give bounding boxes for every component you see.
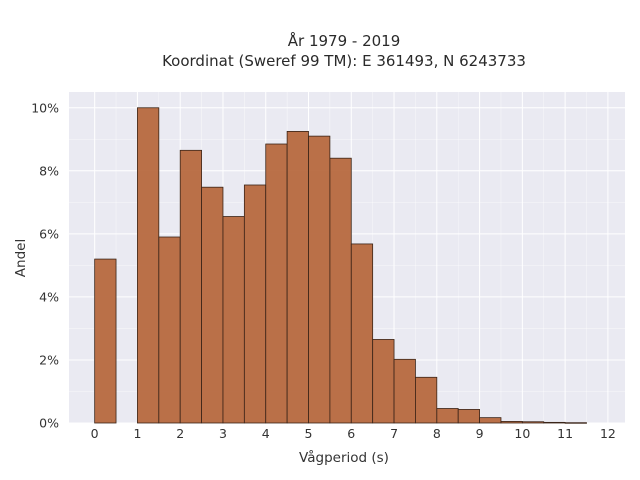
histogram-bar-8 [286,131,309,424]
y-tick-label-4: 8% [39,163,59,178]
chart-title-line-2: Koordinat (Sweref 99 TM): E 361493, N 62… [162,52,526,70]
x-tick-label-7: 7 [390,426,398,441]
histogram-bar-16 [457,409,480,424]
x-tick-label-5: 5 [305,426,313,441]
histogram-bar-0 [94,258,117,424]
histogram-bar-9 [308,135,331,424]
y-tick-label-1: 2% [39,352,59,367]
x-tick-label-10: 10 [514,426,530,441]
x-tick-label-9: 9 [476,426,484,441]
histogram-bar-10 [329,157,352,424]
x-tick-label-6: 6 [347,426,355,441]
y-tick-label-2: 4% [39,289,59,304]
x-tick-label-2: 2 [176,426,184,441]
histogram-bar-11 [350,243,374,424]
x-tick-label-8: 8 [433,426,441,441]
histogram-bar-19 [521,421,545,424]
chart-title-line-1: År 1979 - 2019 [288,31,401,50]
histogram-bar-17 [479,417,502,424]
y-tick-label-5: 10% [31,100,59,115]
bars [94,107,587,424]
histogram-bar-18 [500,421,523,424]
histogram-bar-15 [436,408,459,424]
histogram-bar-4 [201,186,224,424]
histogram-bar-21 [564,422,587,424]
histogram-bar-3 [179,149,202,424]
x-tick-label-3: 3 [219,426,227,441]
y-tick-label-0: 0% [39,416,59,431]
histogram-bar-14 [415,376,438,424]
histogram-bar-7 [265,143,288,424]
histogram-bar-1 [137,107,160,424]
x-tick-label-4: 4 [262,426,270,441]
histogram-bar-20 [543,421,566,424]
x-tick-label-11: 11 [557,426,573,441]
y-tick-label-3: 6% [39,226,59,241]
histogram-bar-2 [158,236,181,424]
histogram-bar-13 [393,358,416,424]
x-tick-labels: 0 1 2 3 4 5 6 7 8 9 10 11 12 [91,426,616,441]
histogram-bar-12 [372,339,395,424]
histogram-bar-6 [243,184,267,424]
x-tick-label-1: 1 [133,426,141,441]
y-tick-labels: 0% 2% 4% 6% 8% 10% [31,100,59,430]
x-tick-label-0: 0 [91,426,99,441]
x-axis-label: Vågperiod (s) [299,449,389,466]
histogram-bar-5 [222,216,245,424]
y-axis-label: Andel [13,239,29,277]
x-tick-label-12: 12 [600,426,616,441]
